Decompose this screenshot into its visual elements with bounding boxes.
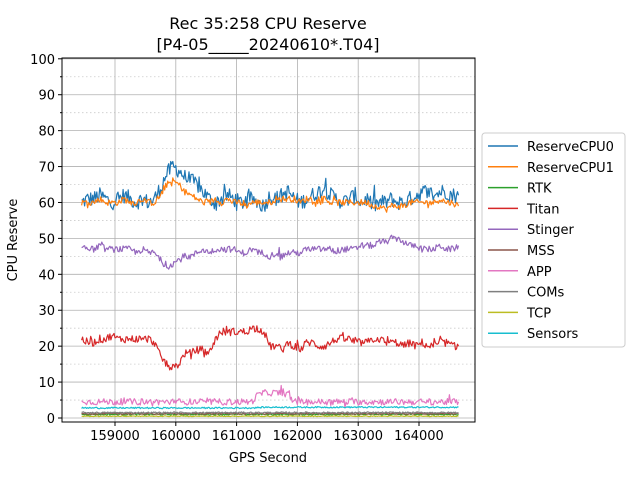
legend: ReserveCPU0 ReserveCPU1 RTK Titan Stinger MSS… [481,132,626,348]
legend-label: Titan [526,202,559,217]
legend-label: COMs [527,286,565,301]
series-line-reservecpu1 [81,177,460,213]
legend-label: TCP [526,306,551,321]
y-tick-label: 70 [38,161,55,176]
y-tick-label: 40 [38,268,55,283]
x-axis-label: GPS Second [229,451,307,466]
x-tick-label: 164000 [394,429,444,444]
y-tick-label: 30 [38,304,55,319]
y-tick-label: 60 [38,196,55,211]
chart-title: Rec 35:258 CPU Reserve [169,14,366,33]
x-axis: 159000 160000 161000 162000 163000 164000 [90,422,444,444]
y-tick-label: 80 [38,125,55,140]
x-tick-label: 160000 [151,429,201,444]
y-axis-label: CPU Reserve [6,199,21,282]
series-line-app [81,384,460,409]
x-tick-label: 161000 [212,429,262,444]
y-tick-label: 10 [38,376,55,391]
series-line-titan [81,325,460,371]
series-lines [81,160,460,418]
y-tick-label: 0 [47,412,55,427]
y-tick-label: 100 [30,53,55,68]
chart-subtitle: [P4-05_____20240610*.T04] [156,35,379,55]
legend-box [481,132,626,348]
axes-frame [61,57,476,423]
legend-label: ReserveCPU0 [527,140,614,155]
series-line-sensors [81,405,459,410]
legend-label: Sensors [527,327,579,342]
legend-label: ReserveCPU1 [527,161,614,176]
series-line-coms [81,411,459,414]
x-tick-label: 162000 [273,429,323,444]
y-tick-label: 20 [38,340,55,355]
grid [62,58,475,422]
legend-label: MSS [527,244,555,259]
x-tick-label: 159000 [90,429,140,444]
legend-label: RTK [527,182,552,197]
x-tick-label: 163000 [333,429,383,444]
legend-label: APP [527,265,552,280]
series-line-reservecpu0 [81,160,460,212]
series-line-stinger [81,234,460,270]
legend-label: Stinger [527,223,574,238]
y-tick-label: 90 [38,89,55,104]
y-axis: 0 10 20 30 40 50 60 70 80 90 100 [30,53,62,427]
y-tick-label: 50 [38,232,55,247]
series-line-tcp [81,415,459,418]
